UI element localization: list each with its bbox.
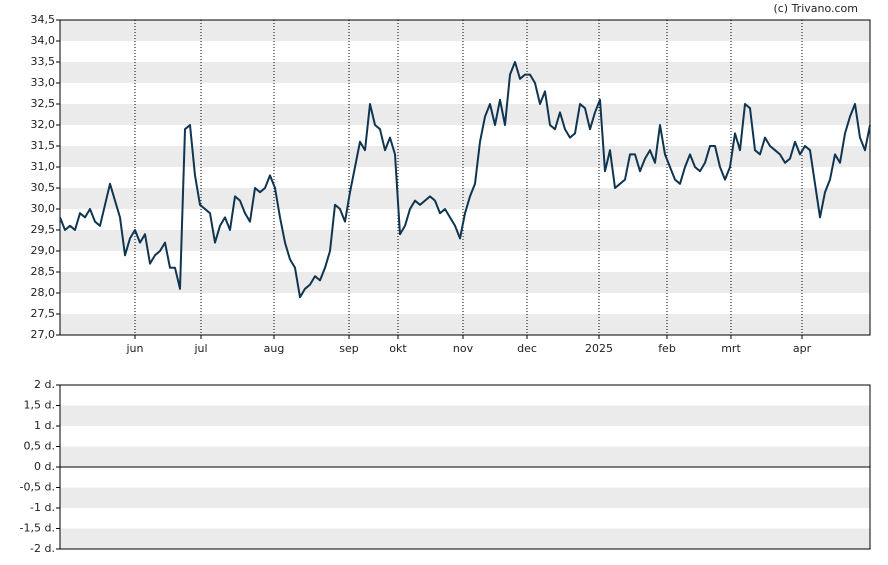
y-tick-label: -1,5 d. [20,522,55,535]
x-tick-label: aug [264,342,285,355]
x-tick-label: jul [193,342,207,355]
grid-band [60,146,870,167]
x-tick-label: okt [389,342,407,355]
y-tick-label: 30,5 [31,181,56,194]
grid-band [60,446,870,467]
x-tick-label: dec [517,342,537,355]
grid-band [60,487,870,508]
y-tick-label: 1,5 d. [24,399,55,412]
y-tick-label: 29,5 [31,223,56,236]
y-tick-label: 27,0 [31,328,56,341]
y-tick-label: 0 d. [34,460,55,473]
y-tick-label: 34,5 [31,13,56,26]
credit: (c) Trivano.com [773,2,858,15]
plot-frame [59,384,871,550]
x-tick-label: jun [126,342,144,355]
y-tick-label: 29,0 [31,244,56,257]
x-tick-label: mrt [721,342,741,355]
y-tick-label: -2 d. [30,542,55,555]
y-tick-label: 27,5 [31,307,56,320]
y-tick-label: 31,5 [31,139,56,152]
y-tick-label: 32,0 [31,118,56,131]
y-tick-label: 33,0 [31,76,56,89]
y-tick-label: 2 d. [34,378,55,391]
y-tick-label: 0,5 d. [24,440,55,453]
x-tick-label: sep [339,342,358,355]
y-tick-label: 30,0 [31,202,56,215]
price-line [59,61,871,299]
y-tick-label: 28,0 [31,286,56,299]
x-tick-label: feb [658,342,676,355]
grid-band [60,188,870,209]
x-tick-label: apr [793,342,812,355]
y-tick-label: -1 d. [30,501,55,514]
y-tick-label: 33,5 [31,55,56,68]
grid-band [60,314,870,335]
y-tick-label: 28,5 [31,265,56,278]
grid-band [60,528,870,549]
grid-band [60,20,870,41]
y-tick-label: -0,5 d. [20,481,55,494]
plot-frame [59,19,871,336]
grid-band [60,272,870,293]
grid-band [60,62,870,83]
y-tick-label: 1 d. [34,419,55,432]
x-tick-label: nov [453,342,474,355]
y-tick-label: 34,0 [31,34,56,47]
grid-band [60,405,870,426]
y-tick-label: 31,0 [31,160,56,173]
y-tick-label: 32,5 [31,97,56,110]
x-tick-label: 2025 [585,342,613,355]
